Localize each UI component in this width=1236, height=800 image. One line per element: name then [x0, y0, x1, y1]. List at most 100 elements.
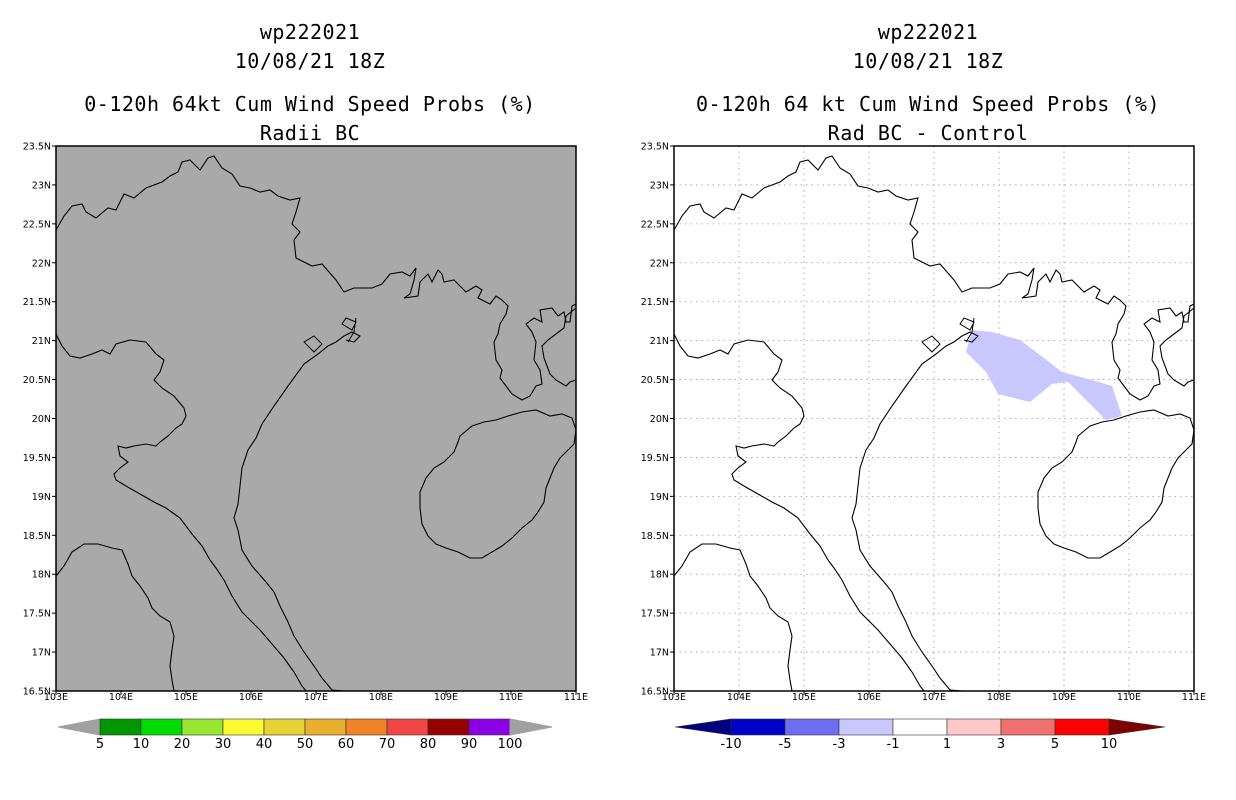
- lat-label: 22N: [32, 258, 51, 269]
- right-subtitle: Rad BC - Control: [827, 121, 1029, 145]
- lon-label: 104E: [109, 692, 133, 703]
- left-map-background: [56, 146, 576, 691]
- left-datetime: 10/08/21 18Z: [234, 49, 386, 73]
- lat-label: 17.5N: [23, 609, 51, 620]
- colorbar-segment: [427, 718, 470, 736]
- lon-label: 105E: [792, 692, 816, 703]
- lat-label: 18.5N: [23, 531, 51, 542]
- lat-label: 22.5N: [641, 219, 669, 230]
- colorbar-label: -1: [887, 737, 900, 752]
- colorbar-label: 1: [943, 737, 951, 752]
- right-storm-id: wp222021: [877, 20, 979, 44]
- right-map-axes: 23.5N 23N 22.5N 22N 21.5N 21N 20.5N 20N 19.5N 19N…: [641, 142, 1206, 704]
- lat-label: 18N: [32, 570, 51, 581]
- lon-label: 108E: [987, 692, 1011, 703]
- colorbar-segment: [181, 718, 224, 736]
- colorbar-segment: [99, 718, 142, 736]
- lon-label: 110E: [1117, 692, 1141, 703]
- lat-label: 21N: [650, 336, 669, 347]
- lon-label: 108E: [369, 692, 393, 703]
- lon-label: 104E: [727, 692, 751, 703]
- colorbar-segment: [1054, 718, 1110, 736]
- colorbar-low-end: [57, 718, 101, 736]
- lat-label: 20N: [650, 414, 669, 425]
- right-product-title: 0-120h 64 kt Cum Wind Speed Probs (%): [695, 92, 1161, 116]
- colorbar-segment: [946, 718, 1002, 736]
- lat-label: 19N: [32, 492, 51, 503]
- colorbar-label: 40: [256, 737, 273, 752]
- lat-label: 18.5N: [641, 531, 669, 542]
- right-map: [673, 145, 1195, 692]
- colorbar-label: 50: [297, 737, 314, 752]
- lat-label: 16.5N: [23, 687, 51, 698]
- right-colorbar: -10 -5 -3 -1 1 3 5 10: [674, 718, 1166, 752]
- colorbar-label: 10: [133, 737, 150, 752]
- colorbar-label: -3: [833, 737, 846, 752]
- lat-label: 17N: [650, 648, 669, 659]
- lon-label: 111E: [564, 692, 588, 703]
- left-storm-id: wp222021: [259, 20, 361, 44]
- colorbar-label: 60: [338, 737, 355, 752]
- lat-label: 23.5N: [23, 142, 51, 153]
- left-subtitle: Radii BC: [259, 121, 361, 145]
- colorbar-label: 70: [379, 737, 396, 752]
- lon-label: 103E: [662, 692, 686, 703]
- lat-label: 20.5N: [641, 375, 669, 386]
- right-datetime: 10/08/21 18Z: [852, 49, 1004, 73]
- colorbar-high-end: [509, 718, 553, 736]
- lon-label: 110E: [499, 692, 523, 703]
- colorbar-segment: [304, 718, 347, 736]
- lat-label: 17.5N: [641, 609, 669, 620]
- lat-label: 17N: [32, 648, 51, 659]
- lat-label: 22N: [650, 258, 669, 269]
- lat-label: 21.5N: [23, 297, 51, 308]
- lon-label: 107E: [922, 692, 946, 703]
- colorbar-label: -10: [720, 737, 741, 752]
- colorbar-label: 5: [1051, 737, 1059, 752]
- lat-label: 22.5N: [23, 219, 51, 230]
- lon-label: 107E: [304, 692, 328, 703]
- lat-label: 21N: [32, 336, 51, 347]
- colorbar-label: 80: [420, 737, 437, 752]
- colorbar-label: 90: [461, 737, 478, 752]
- lat-label: 23N: [650, 180, 669, 191]
- colorbar-segment: [1000, 718, 1056, 736]
- colorbar-label: 5: [96, 737, 104, 752]
- lat-label: 21.5N: [641, 297, 669, 308]
- left-map: [55, 145, 577, 692]
- lon-label: 106E: [239, 692, 263, 703]
- lat-label: 18N: [650, 570, 669, 581]
- lat-label: 20.5N: [23, 375, 51, 386]
- colorbar-segment: [345, 718, 388, 736]
- lon-label: 109E: [1052, 692, 1076, 703]
- colorbar-low-end: [674, 718, 732, 736]
- lon-label: 103E: [44, 692, 68, 703]
- colorbar-segment: [140, 718, 183, 736]
- left-map-axes: 23.5N 23N 22.5N 22N 21.5N 21N 20.5N 20N 19.5N 19N…: [23, 142, 588, 704]
- colorbar-segment: [730, 718, 786, 736]
- right-map-gridlines: [674, 146, 1194, 691]
- lat-label: 23N: [32, 180, 51, 191]
- colorbar-label: 20: [174, 737, 191, 752]
- lat-label: 16.5N: [641, 687, 669, 698]
- colorbar-label: 3: [997, 737, 1005, 752]
- colorbar-segment: [468, 718, 511, 736]
- lat-label: 23.5N: [641, 142, 669, 153]
- colorbar-segment: [263, 718, 306, 736]
- lon-label: 109E: [434, 692, 458, 703]
- lon-label: 105E: [174, 692, 198, 703]
- colorbar-segment: [892, 718, 948, 736]
- colorbar-label: 30: [215, 737, 232, 752]
- colorbar-label: 100: [498, 737, 523, 752]
- left-product-title: 0-120h 64kt Cum Wind Speed Probs (%): [84, 92, 536, 116]
- lat-label: 19.5N: [23, 453, 51, 464]
- colorbar-segment: [838, 718, 894, 736]
- colorbar-segment: [222, 718, 265, 736]
- colorbar-high-end: [1108, 718, 1166, 736]
- colorbar-label: 10: [1101, 737, 1118, 752]
- lat-label: 20N: [32, 414, 51, 425]
- colorbar-segment: [386, 718, 429, 736]
- lat-label: 19N: [650, 492, 669, 503]
- colorbar-segment: [784, 718, 840, 736]
